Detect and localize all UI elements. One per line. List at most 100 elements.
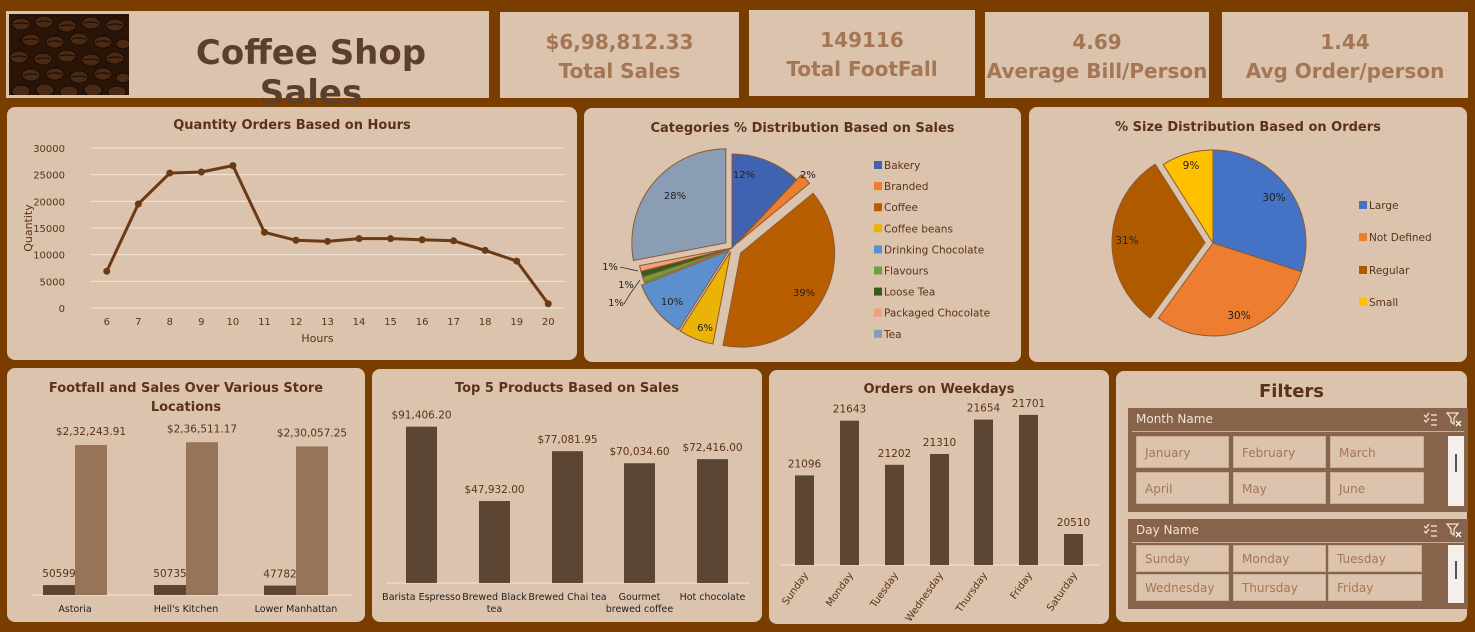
y-tick-label: 25000 (33, 171, 65, 182)
bar (43, 585, 75, 595)
slice-label: 31% (1115, 235, 1138, 247)
legend-swatch (1359, 298, 1367, 306)
legend-swatch (874, 329, 882, 338)
x-tick-label: Hot chocolate (680, 592, 746, 603)
clear-filter-icon[interactable] (1445, 522, 1462, 538)
legend-swatch (874, 182, 882, 191)
x-axis-label: Hours (301, 332, 333, 345)
slice-label: 1% (618, 280, 634, 291)
month-option[interactable]: May (1233, 472, 1326, 504)
slice-label: 6% (697, 323, 713, 334)
day-option[interactable]: Monday (1233, 545, 1326, 572)
month-option[interactable]: January (1136, 436, 1229, 468)
filters-panel: Filters Month Name January February Marc… (1116, 371, 1468, 622)
bar (624, 463, 655, 583)
products-chart-panel: Top 5 Products Based on Sales $91,406.20… (372, 369, 762, 622)
x-tick-label: Saturday (1045, 570, 1080, 613)
x-tick-label: Sunday (780, 570, 811, 607)
data-point (387, 235, 395, 243)
month-slicer-label: Month Name (1136, 412, 1213, 426)
x-tick-label: 20 (542, 317, 555, 328)
slice-label: 2% (800, 170, 816, 181)
data-point (450, 237, 458, 245)
data-label: 21701 (1012, 398, 1045, 410)
data-label: $2,32,243.91 (56, 426, 126, 438)
data-label: $47,932.00 (464, 484, 524, 496)
sizes-pie-chart: 30% 30% 31% 9% Large Not Defined Regular Small (1111, 149, 1432, 337)
data-point (229, 162, 237, 170)
page-title: Coffee Shop Sales (195, 33, 427, 113)
chart-title: Footfall and Sales Over Various Store Lo… (48, 381, 324, 415)
pie-slice (631, 148, 727, 262)
data-point (481, 246, 489, 254)
bar (840, 420, 859, 565)
slicer-divider (1132, 542, 1464, 543)
legend-label: Packaged Chocolate (884, 308, 990, 320)
data-point (418, 236, 426, 244)
slice-label: 30% (1227, 310, 1250, 322)
legend-swatch (874, 203, 882, 212)
legend-swatch (1359, 201, 1367, 209)
legend-swatch (1359, 266, 1367, 274)
x-tick-label: 6 (104, 317, 110, 328)
y-tick-label: 30000 (33, 144, 65, 155)
y-tick-label: 20000 (33, 197, 65, 208)
bar (264, 585, 296, 595)
data-label: 21202 (878, 448, 911, 460)
day-option[interactable]: Friday (1328, 574, 1422, 601)
x-tick-label: 15 (384, 317, 397, 328)
x-tick-label: 19 (510, 317, 523, 328)
slice-label: 39% (793, 288, 815, 299)
weekdays-chart-panel: Orders on Weekdays 21096 Sunday 21643 Monda… (769, 370, 1109, 624)
kpi-value: 1.44 (1320, 30, 1370, 54)
slice-label: 1% (602, 262, 618, 273)
bar (974, 419, 993, 565)
x-tick-label: Brewed Chai tea (528, 592, 606, 603)
weekdays-bar-chart: 21096 Sunday 21643 Monday 21202 Tuesday 21310 W… (780, 398, 1099, 624)
day-option[interactable]: Tuesday (1328, 545, 1422, 572)
data-point (513, 257, 521, 265)
chart-title: Quantity Orders Based on Hours (173, 118, 411, 133)
day-option[interactable]: Wednesday (1136, 574, 1229, 601)
clear-filter-icon[interactable] (1445, 411, 1462, 427)
chart-title: Categories % Distribution Based on Sales (650, 121, 955, 136)
legend-label: Loose Tea (884, 287, 935, 299)
data-label: $72,416.00 (682, 442, 742, 454)
x-tick-label: 13 (321, 317, 334, 328)
data-point (544, 300, 552, 308)
products-bar-chart: $91,406.20 Barista Espresso $47,932.00 Brew… (382, 410, 750, 615)
month-option[interactable]: February (1233, 436, 1326, 468)
legend-swatch (874, 161, 882, 169)
month-option[interactable]: March (1330, 436, 1424, 468)
pie-slice (640, 249, 731, 331)
month-option[interactable]: June (1330, 472, 1424, 504)
multi-select-icon[interactable] (1422, 522, 1438, 538)
y-tick-label: 10000 (33, 251, 65, 262)
data-point (292, 236, 300, 244)
legend-swatch (874, 287, 882, 296)
x-tick-label: Barista Espresso (382, 592, 461, 603)
x-tick-label: 11 (258, 317, 271, 328)
legend-swatch (874, 224, 882, 233)
scrollbar-thumb[interactable] (1455, 454, 1457, 472)
pie-slice (1111, 163, 1206, 319)
legend-label: Bakery (884, 160, 920, 172)
data-point (324, 237, 331, 245)
legend-label: Tea (883, 329, 902, 341)
scrollbar-thumb[interactable] (1455, 561, 1457, 579)
slicer-scrollbar[interactable] (1448, 545, 1464, 603)
slice-label: 28% (664, 191, 686, 202)
data-label: $91,406.20 (391, 410, 451, 422)
multi-select-icon[interactable] (1422, 411, 1438, 427)
data-point (134, 200, 142, 208)
month-option[interactable]: April (1136, 472, 1229, 504)
slicer-scrollbar[interactable] (1448, 436, 1464, 506)
data-label: 21310 (923, 437, 956, 449)
data-label: 47782 (263, 569, 296, 581)
day-option[interactable]: Sunday (1136, 545, 1229, 572)
y-tick-label: 5000 (40, 277, 65, 288)
data-label: $2,36,511.17 (167, 423, 237, 435)
bar (552, 451, 583, 583)
day-option[interactable]: Thursday (1233, 574, 1326, 601)
legend-label: Drinking Chocolate (884, 244, 984, 256)
